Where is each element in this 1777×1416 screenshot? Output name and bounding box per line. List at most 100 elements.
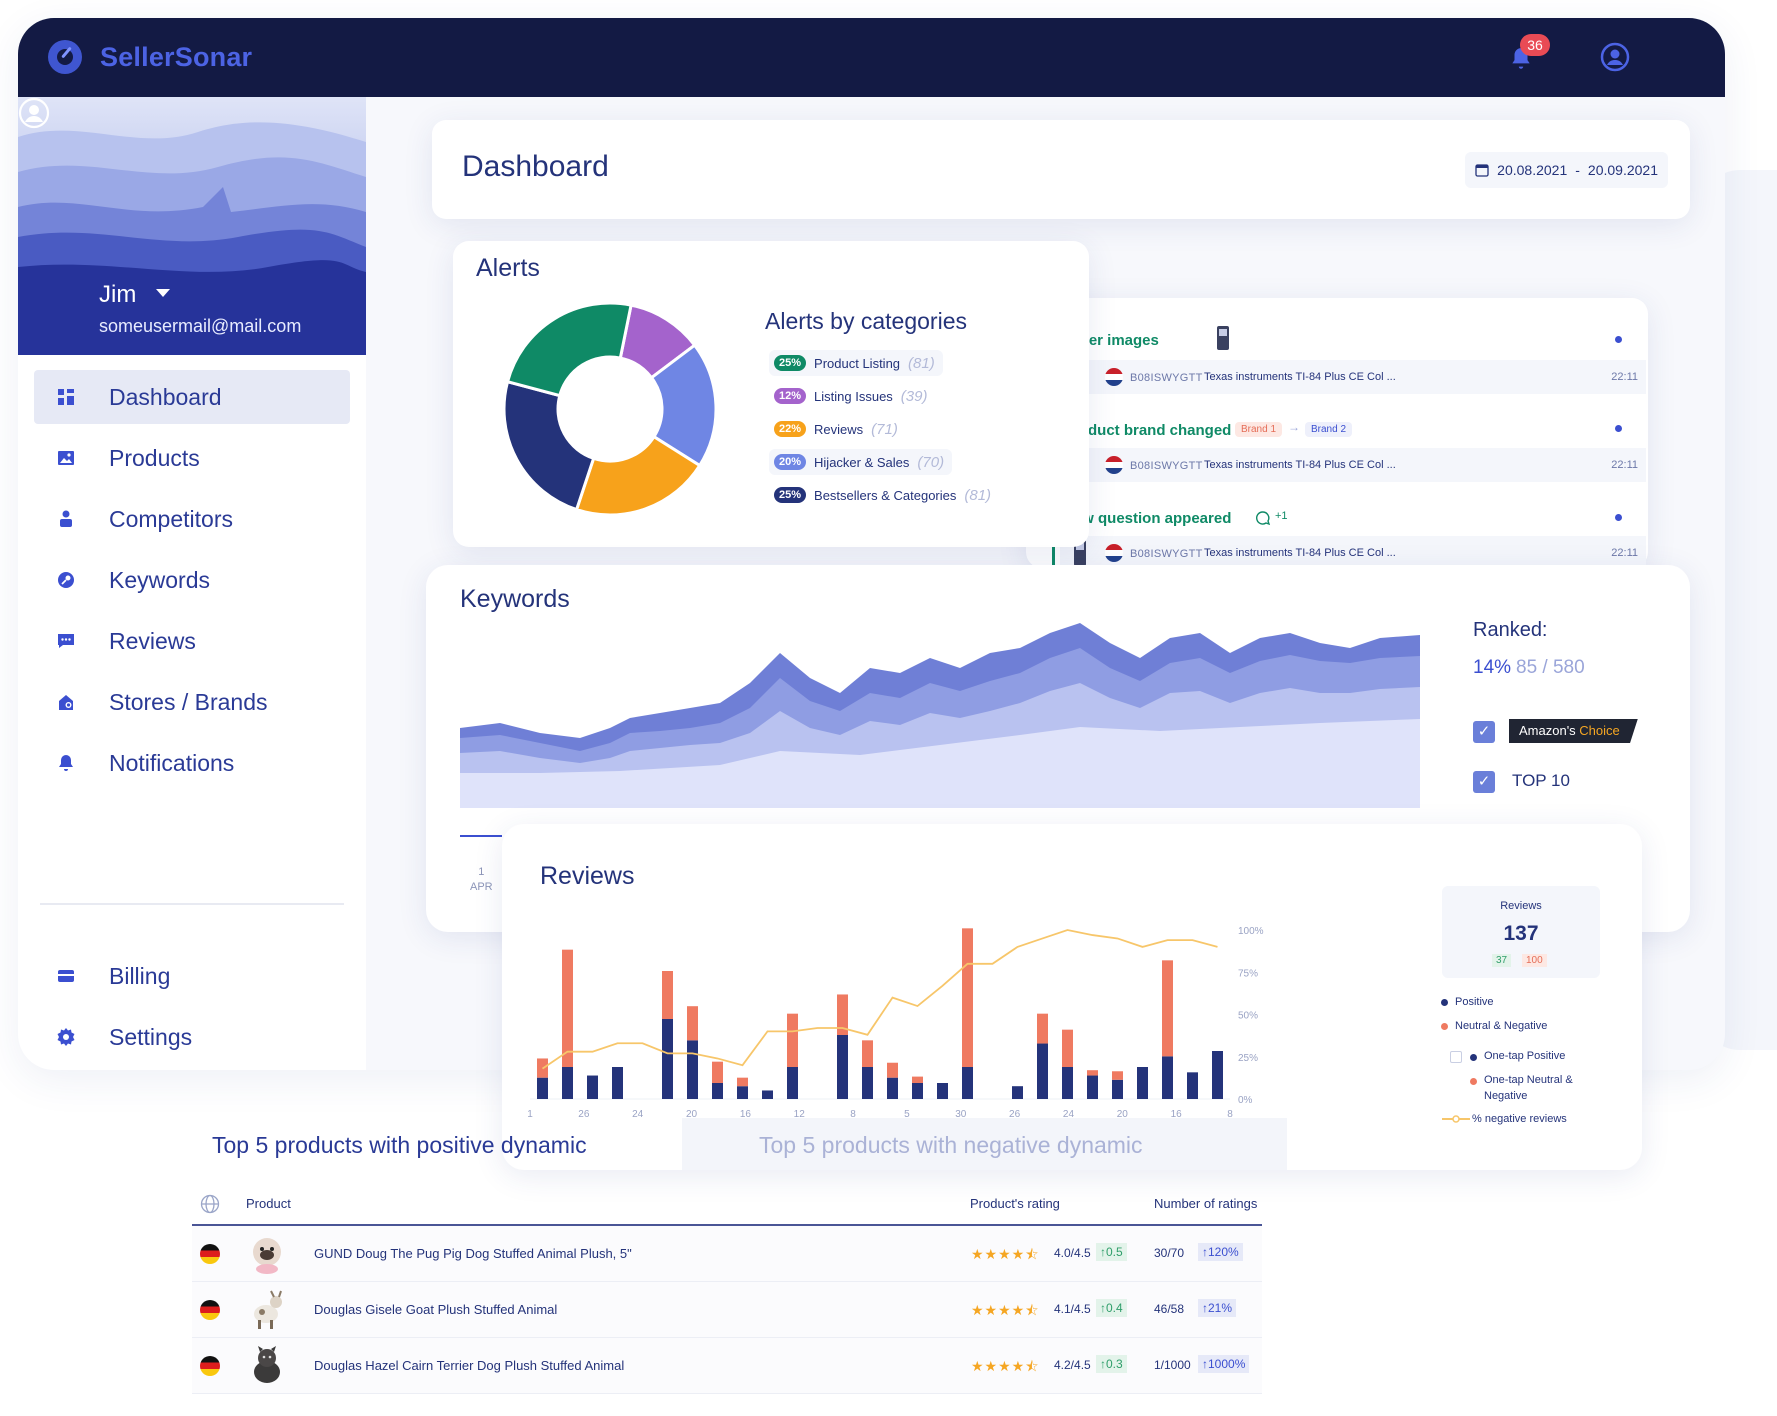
- reviews-bar-chart: 100%75%50%25%0%126242016128530262420168M…: [527, 926, 1263, 1134]
- bar-negative: [737, 1077, 748, 1087]
- bar-positive: [1162, 1056, 1173, 1099]
- table-row[interactable]: GUND Doug The Pug Pig Dog Stuffed Animal…: [192, 1226, 1262, 1282]
- category-row[interactable]: 22% Reviews (71): [769, 416, 906, 442]
- sidebar-item-dashboard[interactable]: Dashboard: [34, 370, 350, 424]
- badge-text: Amazon's: [1519, 723, 1580, 738]
- column-header-product[interactable]: Product: [246, 1196, 291, 1211]
- x-tick-label: 16: [1171, 1109, 1183, 1120]
- badge-highlight: Choice: [1579, 723, 1620, 738]
- tick-label: 1: [478, 866, 485, 878]
- date-range-picker[interactable]: 20.08.2021 - 20.09.2021: [1465, 152, 1668, 188]
- sidebar-item-products[interactable]: Products: [34, 431, 350, 485]
- timestamp: 22:11: [1611, 371, 1638, 383]
- user-account-icon[interactable]: [1600, 42, 1630, 72]
- category-label: Listing Issues: [814, 388, 893, 404]
- ranked-count: 85 / 580: [1516, 657, 1585, 678]
- y-tick-label: 25%: [1238, 1053, 1258, 1064]
- germany-flag-icon: [200, 1356, 220, 1376]
- sidebar-item-label: Competitors: [109, 506, 233, 532]
- sidebar-divider: [40, 903, 344, 905]
- profile-banner: Jim someusermail@mail.com: [18, 97, 366, 355]
- bar-positive: [587, 1075, 598, 1099]
- star-rating-icon: ★★★★⯪: [971, 1358, 1040, 1374]
- feed-item[interactable]: New question appeared +1 B08ISWYGTT Texa…: [1052, 498, 1646, 570]
- netherlands-flag-icon: [1105, 544, 1123, 562]
- tab-positive-dynamic[interactable]: Top 5 products with positive dynamic: [212, 1132, 587, 1158]
- bar-positive: [937, 1083, 948, 1099]
- bar-negative: [1162, 960, 1173, 1057]
- amazons-choice-badge: Amazon's Choice: [1509, 719, 1638, 743]
- one-tap-checkbox[interactable]: [1450, 1051, 1462, 1063]
- alerts-donut-chart: [502, 301, 718, 517]
- bar-positive: [962, 1067, 973, 1099]
- date-to: 20.09.2021: [1587, 162, 1658, 178]
- store-icon: [59, 695, 73, 710]
- bar-negative: [1037, 1013, 1048, 1044]
- category-row[interactable]: 25% Product Listing (81): [769, 350, 943, 376]
- sidebar-item-label: Products: [109, 445, 200, 471]
- globe-icon[interactable]: [200, 1194, 220, 1214]
- product-thumbnail: [1217, 326, 1229, 350]
- user-name[interactable]: Jim: [99, 281, 137, 308]
- sidebar-item-label: Settings: [109, 1024, 193, 1050]
- chevron-down-icon[interactable]: [156, 289, 170, 297]
- legend-positive[interactable]: Positive: [1455, 996, 1494, 1008]
- category-row[interactable]: 12% Listing Issues (39): [769, 383, 935, 409]
- sidebar-item-notifications[interactable]: Notifications: [34, 736, 350, 790]
- sidebar-item-competitors[interactable]: Competitors: [34, 492, 350, 546]
- legend-neutral-negative[interactable]: Neutral & Negative: [1455, 1020, 1548, 1032]
- bar-negative: [1112, 1071, 1123, 1080]
- card-icon: [58, 970, 74, 982]
- comment-icon: [1256, 511, 1271, 526]
- negative-count: 100: [1522, 954, 1547, 967]
- product-name: Douglas Hazel Cairn Terrier Dog Plush St…: [314, 1358, 625, 1373]
- legend-one-tap-neutral-negative[interactable]: One-tap Neutral & Negative: [1484, 1074, 1573, 1102]
- date-separator: -: [1575, 162, 1580, 178]
- y-tick-label: 0%: [1238, 1095, 1253, 1106]
- dashboard-icon: [58, 389, 74, 405]
- x-tick-label: 24: [632, 1109, 644, 1120]
- x-tick-label: 26: [578, 1109, 590, 1120]
- amazons-choice-checkbox[interactable]: ✓: [1473, 721, 1495, 743]
- bar-positive: [887, 1077, 898, 1099]
- table-row[interactable]: Douglas Gisele Goat Plush Stuffed Animal…: [192, 1282, 1262, 1338]
- legend-line-swatch: [1442, 1115, 1470, 1123]
- bar-positive: [787, 1067, 798, 1099]
- column-header-rating[interactable]: Product's rating: [970, 1196, 1060, 1211]
- germany-flag-icon: [200, 1300, 220, 1320]
- sidebar-item-settings[interactable]: Settings: [34, 1010, 350, 1064]
- table-header-divider: [192, 1224, 1262, 1226]
- category-percent: 25%: [774, 355, 807, 371]
- sidebar-item-stores-brands[interactable]: Stores / Brands: [34, 675, 350, 729]
- bar-positive: [737, 1086, 748, 1099]
- arrow-right-icon: →: [1288, 420, 1300, 434]
- legend-negative-percent[interactable]: % negative reviews: [1472, 1113, 1567, 1125]
- column-header-count[interactable]: Number of ratings: [1154, 1196, 1258, 1211]
- category-row[interactable]: 25% Bestsellers & Categories (81): [769, 482, 999, 508]
- top10-checkbox[interactable]: ✓: [1473, 771, 1495, 793]
- product-title: Texas instruments TI-84 Plus CE Col ...: [1204, 547, 1396, 559]
- sidebar-item-keywords[interactable]: Keywords: [34, 553, 350, 607]
- bar-negative: [787, 1013, 798, 1067]
- table-row[interactable]: Douglas Hazel Cairn Terrier Dog Plush St…: [192, 1338, 1262, 1394]
- x-tick-label: 30: [955, 1109, 967, 1120]
- tab-negative-dynamic[interactable]: Top 5 products with negative dynamic: [759, 1132, 1143, 1158]
- feed-item[interactable]: Other images B08ISWYGTT Texas instrument…: [1052, 320, 1646, 400]
- x-tick-label: 24: [1063, 1109, 1075, 1120]
- sidebar-item-billing[interactable]: Billing: [34, 949, 350, 1003]
- legend-one-tap-positive[interactable]: One-tap Positive: [1484, 1050, 1566, 1062]
- germany-flag-icon: [200, 1244, 220, 1264]
- app-name: SellerSonar: [100, 42, 253, 72]
- donut-slice: [505, 301, 633, 398]
- top10-label: TOP 10: [1512, 771, 1570, 790]
- bar-negative: [962, 928, 973, 1067]
- sidebar-item-label: Keywords: [109, 567, 210, 593]
- bar-positive: [537, 1077, 548, 1099]
- feed-item[interactable]: Product brand changed Brand 1 → Brand 2 …: [1052, 410, 1646, 488]
- unread-dot: [1615, 336, 1622, 343]
- category-row[interactable]: 20% Hijacker & Sales (70): [769, 449, 953, 475]
- ranked-percent: 14%: [1473, 657, 1512, 678]
- sidebar-item-reviews[interactable]: Reviews: [34, 614, 350, 668]
- legend-swatch: [1470, 1078, 1477, 1085]
- top-bar: SellerSonar 36: [18, 18, 1725, 97]
